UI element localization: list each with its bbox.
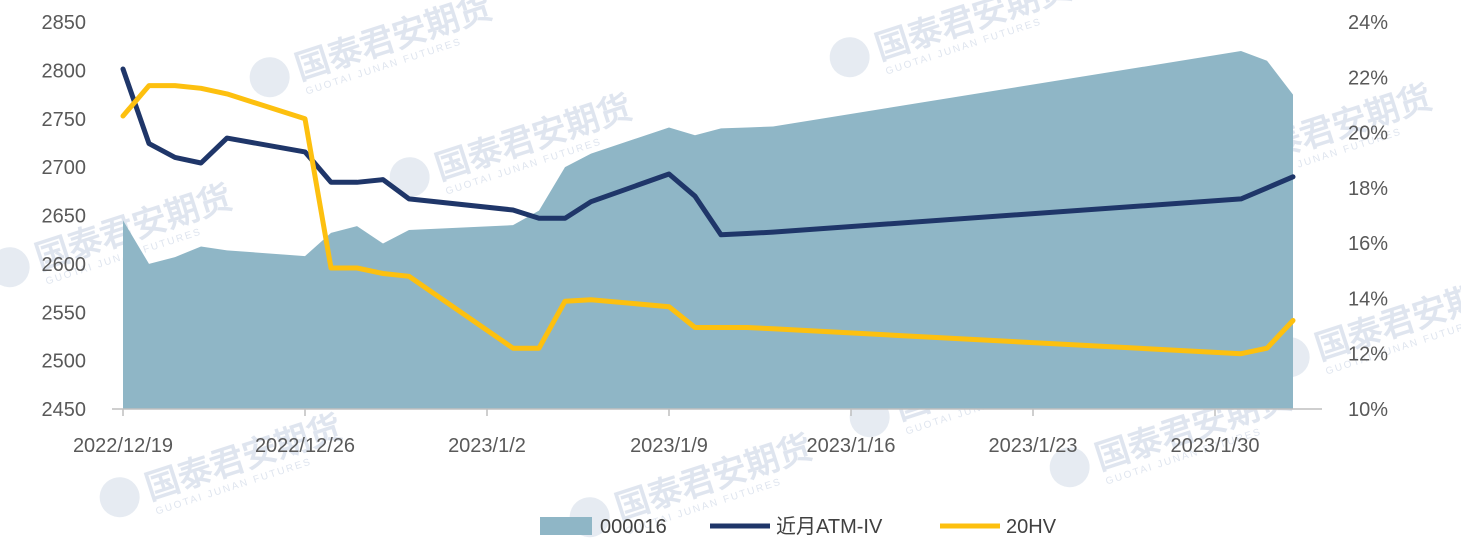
watermark-logo-icon [99, 477, 140, 518]
watermark-text: 国泰君安期货 [870, 0, 1076, 69]
y-axis-right-ticks: 24% 22% 20% 18% 16% 14% 12% 10% [1348, 12, 1388, 421]
watermark-text: 国泰君安期货 [140, 407, 346, 508]
y-left-tick-label: 2550 [42, 302, 87, 324]
x-tick-label: 2022/12/26 [255, 435, 355, 457]
x-tick-label: 2023/1/2 [448, 435, 526, 457]
y-left-tick-label: 2650 [42, 206, 87, 228]
watermark-logo-icon [389, 157, 430, 198]
y-right-tick-label: 18% [1348, 178, 1388, 200]
legend-label: 近月ATM-IV [776, 515, 883, 538]
x-tick-label: 2023/1/30 [1171, 435, 1260, 457]
y-right-tick-label: 14% [1348, 288, 1388, 310]
watermark-logo-icon [1049, 447, 1090, 488]
x-tick-label: 2023/1/9 [630, 435, 708, 457]
x-tick-label: 2023/1/23 [989, 435, 1078, 457]
legend: 000016 近月ATM-IV 20HV [540, 515, 1057, 538]
x-axis-ticks: 2022/12/19 2022/12/26 2023/1/2 2023/1/9 2023… [73, 409, 1260, 457]
y-right-tick-label: 12% [1348, 344, 1388, 366]
line-series-layer [120, 66, 1296, 357]
y-left-tick-label: 2700 [42, 157, 87, 179]
y-left-tick-label: 2500 [42, 351, 87, 373]
x-tick-label: 2023/1/16 [807, 435, 896, 457]
y-right-tick-label: 16% [1348, 233, 1388, 255]
watermark-logo-icon [0, 247, 30, 288]
series-000016-area [123, 51, 1293, 410]
legend-item: 000016 [540, 516, 667, 538]
y-right-tick-label: 20% [1348, 123, 1388, 145]
y-left-tick-label: 2600 [42, 254, 87, 276]
area-series-layer [123, 51, 1293, 410]
legend-swatch-area [540, 517, 592, 535]
y-right-tick-label: 22% [1348, 67, 1388, 89]
series-20hv-line [120, 83, 1296, 357]
legend-label: 20HV [1006, 516, 1057, 538]
y-right-tick-label: 10% [1348, 399, 1388, 421]
y-left-tick-label: 2850 [42, 12, 87, 34]
legend-item: 近月ATM-IV [710, 515, 883, 538]
y-left-tick-label: 2450 [42, 399, 87, 421]
legend-label: 000016 [600, 516, 667, 538]
watermark-text: 国泰君安期货 [290, 0, 496, 89]
y-axis-left-ticks: 2850 2800 2750 2700 2650 2600 2550 2500 2450 [42, 12, 87, 421]
y-left-tick-label: 2800 [42, 60, 87, 82]
x-tick-label: 2022/12/19 [73, 435, 173, 457]
series-atm-iv-line [120, 66, 1296, 238]
legend-item: 20HV [940, 516, 1057, 538]
y-left-tick-label: 2750 [42, 109, 87, 131]
watermark-logo-icon [249, 57, 290, 98]
y-right-tick-label: 24% [1348, 12, 1388, 34]
watermark-logo-icon [829, 37, 870, 78]
